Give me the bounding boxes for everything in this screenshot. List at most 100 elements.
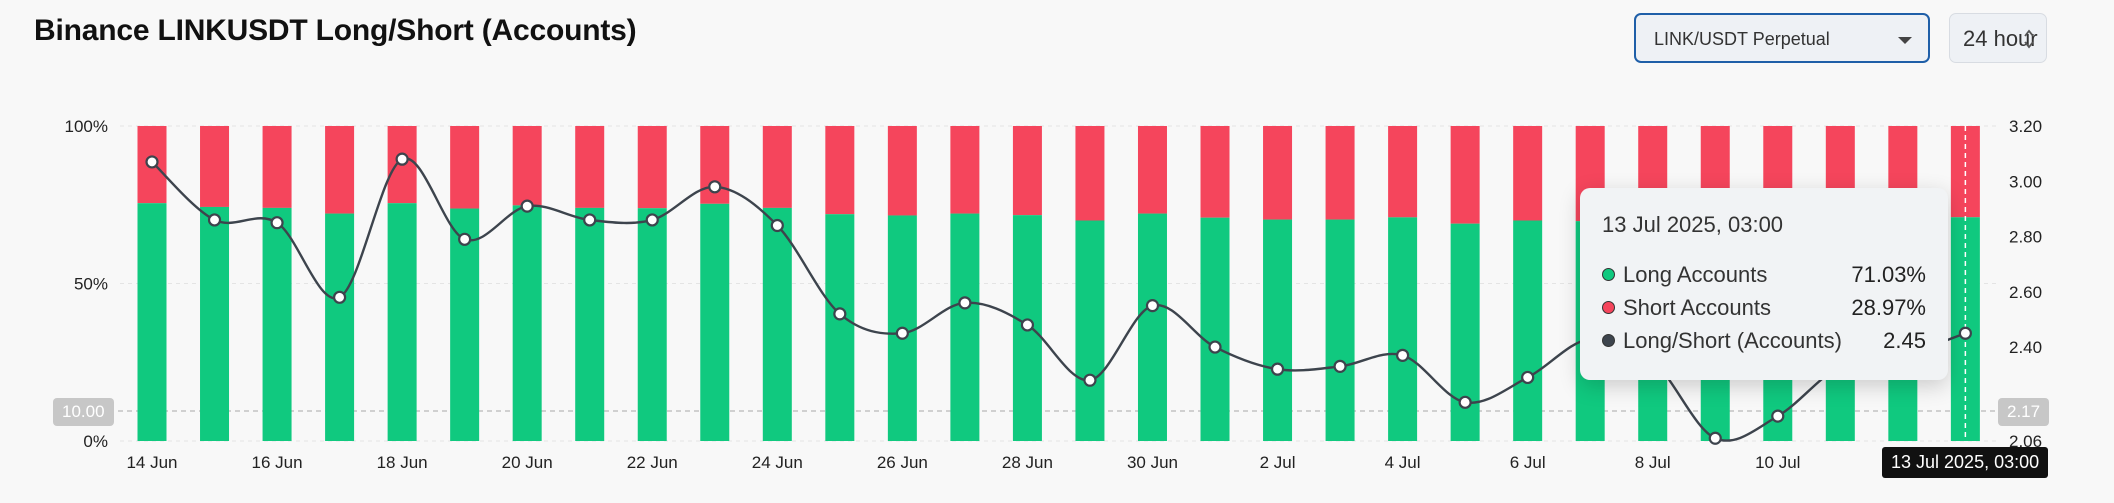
chart-tooltip: 13 Jul 2025, 03:00 Long Accounts 71.03% … (1580, 188, 1948, 380)
ratio-point (1521, 370, 1535, 385)
long-bar (450, 208, 480, 441)
symbol-select-value: LINK/USDT Perpetual (1654, 29, 1830, 49)
long-bar (1137, 213, 1167, 441)
ratio-point (458, 232, 472, 246)
long-bar (1263, 219, 1293, 441)
ratio-point (1708, 431, 1722, 445)
tooltip-row-long: Long Accounts 71.03% (1602, 258, 1926, 291)
ratio-point (332, 290, 347, 304)
x-axis-tick: 2 Jul (1260, 453, 1296, 472)
left-axis-tick: 100% (65, 117, 108, 136)
right-axis-tick: 2.40 (2009, 338, 2042, 357)
short-bar (1200, 126, 1230, 218)
tooltip-label: Long Accounts (1623, 261, 1768, 287)
long-bar (1200, 217, 1230, 441)
ratio-point (1270, 362, 1285, 376)
ratio-point (1208, 340, 1222, 354)
tooltip-value: 71.03% (1851, 261, 1926, 287)
tooltip-row-short: Short Accounts 28.97% (1602, 291, 1926, 324)
x-axis-tick: 30 Jun (1127, 453, 1178, 472)
ratio-point (1458, 395, 1472, 409)
right-axis-tick: 2.80 (2009, 228, 2042, 247)
long-bar (575, 207, 605, 441)
x-axis-crosshair-label: 13 Jul 2025, 03:00 (1882, 447, 2049, 478)
tooltip-title: 13 Jul 2025, 03:00 (1602, 212, 1784, 237)
short-bar (1137, 126, 1167, 214)
right-axis-tick: 2.60 (2009, 283, 2042, 302)
x-axis-tick: 16 Jun (252, 453, 303, 472)
right-axis-crosshair-value: 2.17 (1998, 398, 2050, 426)
x-axis-tick: 10 Jul (1755, 453, 1800, 472)
short-bar (1012, 126, 1042, 216)
left-axis-crosshair-value: 10.00 (53, 398, 114, 426)
x-axis-tick: 22 Jun (627, 453, 678, 472)
x-axis-tick: 14 Jun (126, 453, 177, 472)
ratio-point (958, 296, 972, 310)
ratio-point (708, 180, 722, 194)
left-axis-tick: 50% (74, 275, 108, 294)
ratio-point (645, 213, 659, 227)
ratio-point (520, 199, 534, 213)
short-bar (1513, 126, 1543, 221)
tooltip-label: Long/Short (Accounts) (1623, 327, 1842, 353)
x-axis-tick: 8 Jul (1635, 453, 1671, 472)
x-axis-tick: 4 Jul (1385, 453, 1421, 472)
short-bar (262, 126, 292, 208)
symbol-select[interactable]: LINK/USDT Perpetual (1634, 13, 1930, 63)
right-axis-tick: 3.20 (2009, 117, 2042, 136)
short-bar (1450, 126, 1480, 224)
long-bar (825, 214, 855, 441)
right-axis-tick: 3.00 (2009, 172, 2042, 191)
period-select-value: 24 hour (1963, 26, 2038, 51)
short-bar (1263, 126, 1293, 220)
ratio-point (270, 216, 284, 230)
right-axis-tick: 2.06 (2009, 432, 2042, 451)
long-legend-dot (1602, 268, 1615, 281)
short-bar (637, 126, 667, 209)
ratio-point (1958, 326, 1972, 340)
long-bar (1075, 220, 1105, 441)
short-bar (1075, 126, 1105, 221)
x-axis-tick: 26 Jun (877, 453, 928, 472)
short-bar (450, 126, 480, 209)
short-legend-dot (1602, 301, 1615, 314)
ratio-point (395, 152, 409, 166)
short-bar (325, 126, 355, 214)
long-bar (512, 205, 542, 441)
ratio-point (1083, 373, 1097, 387)
long-bar (700, 203, 730, 441)
x-axis-tick: 6 Jul (1510, 453, 1546, 472)
ratio-point (1145, 299, 1160, 313)
ratio-point (1020, 318, 1035, 332)
short-bar (762, 126, 792, 208)
ratio-point (1333, 359, 1347, 373)
left-axis-tick: 0% (83, 432, 108, 451)
short-bar (887, 126, 917, 216)
long-bar (950, 213, 980, 441)
x-axis-tick: 18 Jun (377, 453, 428, 472)
ratio-point (207, 213, 222, 227)
short-bar (200, 126, 230, 207)
long-bar (1388, 217, 1418, 441)
long-bar (637, 208, 667, 441)
ratio-point (895, 326, 909, 340)
x-axis-tick: 24 Jun (752, 453, 803, 472)
long-bar (262, 207, 292, 441)
chevron-down-icon (1898, 37, 1912, 44)
long-bar (137, 203, 167, 441)
tooltip-value: 28.97% (1851, 294, 1926, 320)
short-bar (825, 126, 855, 215)
period-select[interactable]: 24 hour (1949, 13, 2047, 63)
long-bar (762, 207, 792, 441)
ratio-point (145, 155, 159, 169)
ratio-point (1771, 409, 1785, 423)
tooltip-row-ratio: Long/Short (Accounts) 2.45 (1602, 324, 1926, 357)
tooltip-value: 2.45 (1883, 327, 1926, 353)
long-bar (200, 206, 230, 441)
long-bar (387, 203, 417, 441)
x-axis-tick: 20 Jun (502, 453, 553, 472)
x-axis-tick: 28 Jun (1002, 453, 1053, 472)
up-down-chevron-icon (2024, 29, 2034, 49)
long-bar (1513, 220, 1543, 441)
ratio-point (770, 218, 784, 233)
